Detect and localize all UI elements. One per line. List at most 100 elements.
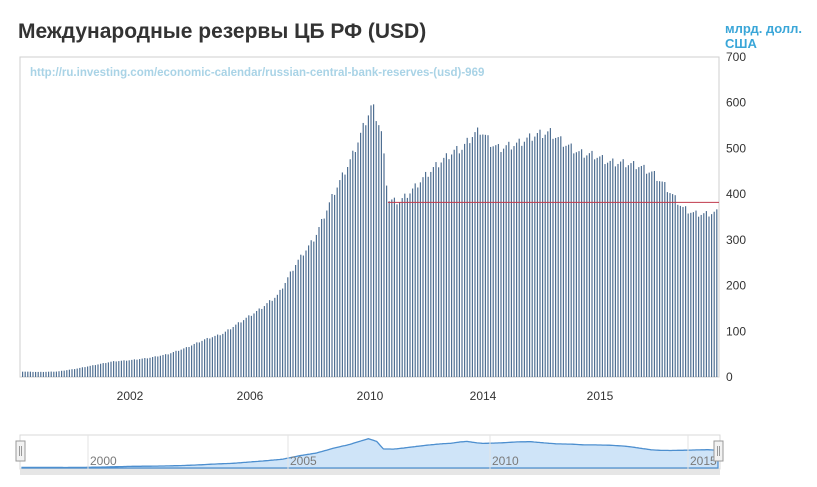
bar: [144, 358, 146, 377]
y-axis: 0 100 200 300 400 500 600 700: [726, 50, 746, 384]
bar: [128, 360, 130, 377]
bar: [633, 161, 635, 377]
bar: [375, 121, 377, 377]
bar: [573, 153, 575, 377]
navigator-scrollbar[interactable]: [20, 469, 720, 475]
bar: [196, 342, 198, 377]
bar: [596, 157, 598, 377]
bar: [497, 144, 499, 377]
bar: [66, 370, 68, 377]
bar: [48, 371, 50, 377]
bar: [412, 188, 414, 377]
bar: [188, 347, 190, 377]
bar: [328, 202, 330, 377]
bar: [708, 216, 710, 377]
bar: [94, 365, 96, 377]
bar: [256, 310, 258, 377]
bar: [555, 137, 557, 377]
bar: [388, 201, 390, 377]
bar: [227, 329, 229, 377]
bar: [180, 349, 182, 377]
bar: [526, 137, 528, 377]
navigator[interactable]: 2000 2005 2010 2015: [15, 434, 724, 475]
bar: [183, 348, 185, 377]
bar: [438, 167, 440, 377]
bar: [253, 313, 255, 377]
bar: [214, 335, 216, 377]
bar: [630, 163, 632, 377]
bar: [386, 185, 388, 377]
bar: [123, 360, 125, 377]
bar: [297, 259, 299, 377]
bar: [232, 326, 234, 377]
bar: [492, 146, 494, 377]
bar: [549, 128, 551, 377]
bar: [557, 137, 559, 377]
bar: [175, 350, 177, 377]
bar: [625, 167, 627, 377]
bar: [581, 149, 583, 377]
bar: [547, 131, 549, 377]
y-tick-label: 100: [726, 324, 746, 338]
bar: [471, 137, 473, 377]
bars-group: [22, 104, 718, 378]
bar: [529, 133, 531, 377]
bar: [360, 132, 362, 377]
bar: [570, 143, 572, 377]
bar: [193, 343, 195, 377]
bar: [604, 164, 606, 377]
bar: [32, 371, 34, 377]
bar: [63, 370, 65, 377]
bar: [219, 335, 221, 377]
range-start-handle[interactable]: [15, 440, 26, 462]
bar: [477, 127, 479, 377]
bar: [373, 104, 375, 377]
bar: [646, 173, 648, 377]
bar: [146, 358, 148, 377]
bar: [679, 205, 681, 377]
bar: [37, 371, 39, 377]
bar: [162, 354, 164, 377]
bar: [100, 363, 102, 377]
bar: [274, 297, 276, 377]
bar: [513, 146, 515, 377]
bar: [178, 350, 180, 377]
x-axis: 2002 2006 2010 2014 2015: [117, 389, 614, 403]
range-end-handle[interactable]: [713, 440, 724, 462]
bar: [167, 354, 169, 377]
bar: [367, 115, 369, 378]
bar: [211, 337, 213, 377]
bar: [510, 149, 512, 377]
bar: [120, 360, 122, 377]
bar: [562, 146, 564, 377]
bar: [443, 157, 445, 377]
bar: [464, 143, 466, 377]
bar: [490, 146, 492, 377]
bar: [204, 339, 206, 377]
bar: [113, 361, 115, 377]
bar: [698, 216, 700, 377]
bar: [638, 167, 640, 377]
bar: [401, 198, 403, 377]
bar: [92, 365, 94, 377]
bar: [536, 132, 538, 377]
bar: [79, 367, 81, 377]
bar: [152, 357, 154, 377]
bar: [222, 333, 224, 377]
bar: [22, 371, 24, 377]
bar: [482, 134, 484, 377]
bar: [614, 166, 616, 377]
bar: [399, 202, 401, 377]
bar: [261, 308, 263, 377]
bar: [339, 180, 341, 377]
bar: [107, 362, 109, 377]
bar: [440, 162, 442, 377]
bar: [700, 214, 702, 377]
bar: [518, 138, 520, 377]
bar: [568, 144, 570, 377]
bar: [466, 137, 468, 377]
bar: [118, 361, 120, 377]
bar: [170, 353, 172, 377]
bar: [586, 155, 588, 377]
bar: [198, 342, 200, 377]
